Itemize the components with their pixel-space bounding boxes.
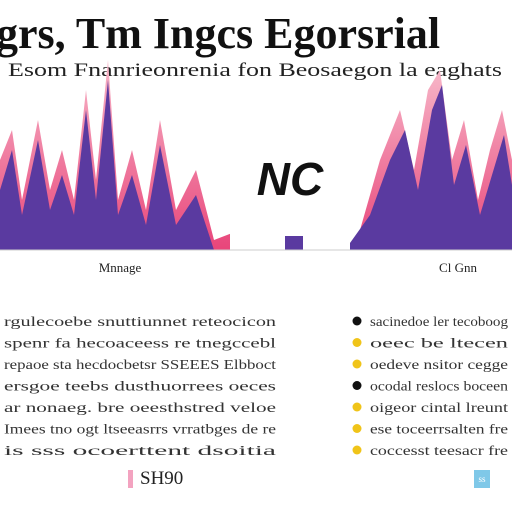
spike-graphic xyxy=(0,60,512,251)
bullet-text: coccesst teesacr fre xyxy=(370,444,508,459)
paragraph-line: ersgoe teebs dusthuorrees oeces xyxy=(4,380,276,395)
footer-badge xyxy=(474,470,490,488)
center-label: NC xyxy=(257,153,324,205)
footer-left: SH90 xyxy=(140,468,183,489)
footer-badge-text: ss xyxy=(478,474,486,484)
bullet-dot xyxy=(352,445,362,455)
bullet-dot xyxy=(352,359,362,369)
bullet-dot xyxy=(352,402,362,412)
bullet-dot xyxy=(352,338,362,347)
bullet-text: oigeor cintal lreunt xyxy=(370,401,508,416)
paragraph-line: ar nonaeg. bre oeesthstred veloe xyxy=(4,401,276,416)
bullet-text: oeec be ltecen xyxy=(370,337,508,352)
paragraph-line: rgulecoebe snuttiunnet reteocicon xyxy=(4,315,276,330)
paragraph-line: Imees tno ogt ltseeasrrs vrratbges de re xyxy=(4,423,276,438)
bullet-dot xyxy=(352,381,362,390)
paragraph-line: repaoe sta hecdocbetsr SSEEES Elbboct xyxy=(4,358,276,373)
title: grs, Tm Ingcs Egorsrial xyxy=(0,9,440,58)
paragraph: rgulecoebe snuttiunnet reteocicon spenr f… xyxy=(4,315,278,459)
bullet-dot xyxy=(352,316,362,326)
bullet-text: ocodal reslocs boceen xyxy=(370,380,508,395)
bullet-text: sacinedoe ler tecoboog xyxy=(370,315,508,330)
left-label: Mnnage xyxy=(99,260,142,275)
paragraph-line: is sss ocoerttent dsoitia xyxy=(4,444,278,459)
bullet-text: ese toceerrsalten fre xyxy=(370,423,508,438)
bullet-text: oedeve nsitor cegge xyxy=(370,358,508,373)
footer-marker xyxy=(128,470,133,488)
bullet-list: sacinedoe ler tecoboog oeec be ltecen oede… xyxy=(352,315,508,459)
bullet-dot xyxy=(352,424,362,433)
right-label: Cl Gnn xyxy=(439,260,477,275)
paragraph-line: spenr fa hecoaceess re tnegccebl xyxy=(4,337,276,352)
subtitle: Esom Fnanrieonrenia fon Beosaegon la eag… xyxy=(8,60,502,81)
